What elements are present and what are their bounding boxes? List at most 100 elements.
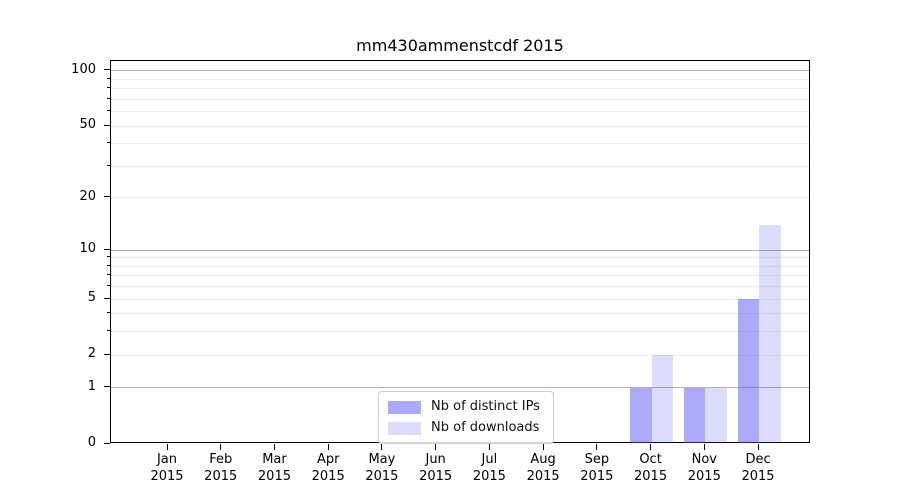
x-tick-sep <box>596 444 598 450</box>
y-minor-tick-60 <box>107 110 110 112</box>
x-tick-label-feb: Feb 2015 <box>189 451 253 485</box>
y-tick-20 <box>104 196 110 198</box>
gridline-30 <box>111 165 809 167</box>
y-tick-label-10: 10 <box>79 241 96 257</box>
legend-entry-distinct-ips: Nb of distinct IPs <box>388 399 543 415</box>
y-axis: 0 1 2 5 10 20 50 100 <box>0 60 110 450</box>
y-minor-tick-9 <box>107 256 110 258</box>
x-tick-label-apr: Apr 2015 <box>296 451 360 485</box>
y-tick-label-20: 20 <box>79 188 96 204</box>
x-tick-label-sep: Sep 2015 <box>565 451 629 485</box>
y-tick-5 <box>104 297 110 299</box>
x-label-year: 2015 <box>634 469 668 484</box>
gridline-40 <box>111 143 809 145</box>
gridline-9 <box>111 257 809 259</box>
x-tick-jan <box>166 444 168 450</box>
x-tick-jun <box>435 444 437 450</box>
x-tick-label-mar: Mar 2015 <box>242 451 306 485</box>
x-label-month: Jul <box>481 452 498 467</box>
x-tick-label-nov: Nov 2015 <box>672 451 736 485</box>
x-label-year: 2015 <box>365 469 399 484</box>
gridline-1 <box>111 387 809 389</box>
gridline-20 <box>111 197 809 199</box>
y-minor-tick-8 <box>107 264 110 266</box>
gridline-7 <box>111 275 809 277</box>
gridline-50 <box>111 125 809 127</box>
gridline-3 <box>111 331 809 333</box>
bar-dec-series0 <box>737 299 760 443</box>
legend-entry-downloads: Nb of downloads <box>388 420 543 436</box>
x-tick-label-jun: Jun 2015 <box>404 451 468 485</box>
y-tick-50 <box>104 124 110 126</box>
x-label-year: 2015 <box>150 469 184 484</box>
y-minor-tick-4 <box>107 312 110 314</box>
x-label-month: Aug <box>530 452 556 467</box>
gridline-70 <box>111 98 809 100</box>
bar-oct-series1 <box>651 355 674 443</box>
gridline-80 <box>111 88 809 90</box>
y-minor-tick-3 <box>107 330 110 332</box>
x-label-month: Nov <box>691 452 717 467</box>
x-tick-oct <box>650 444 652 450</box>
y-tick-label-2: 2 <box>87 346 96 362</box>
gridline-2 <box>111 354 809 356</box>
x-tick-label-jan: Jan 2015 <box>135 451 199 485</box>
y-tick-label-50: 50 <box>79 117 96 133</box>
y-minor-tick-40 <box>107 142 110 144</box>
gridline-60 <box>111 111 809 113</box>
x-tick-jul <box>488 444 490 450</box>
y-minor-tick-30 <box>107 164 110 166</box>
x-label-year: 2015 <box>257 469 291 484</box>
x-axis: Jan 2015 Feb 2015 Mar 2015 Apr 2015 May 2015 Jun 20… <box>110 443 810 498</box>
gridline-8 <box>111 265 809 267</box>
legend: Nb of distinct IPs Nb of downloads <box>378 391 554 444</box>
x-label-year: 2015 <box>687 469 721 484</box>
legend-swatch-distinct-ips <box>388 400 421 414</box>
x-tick-aug <box>542 444 544 450</box>
x-tick-label-oct: Oct 2015 <box>619 451 683 485</box>
x-tick-feb <box>220 444 222 450</box>
x-label-month: Oct <box>639 452 662 467</box>
x-label-month: Jun <box>425 452 446 467</box>
gridline-4 <box>111 313 809 315</box>
y-tick-10 <box>104 248 110 250</box>
x-tick-label-may: May 2015 <box>350 451 414 485</box>
y-tick-100 <box>104 69 110 71</box>
bar-nov-series1 <box>705 387 727 443</box>
x-tick-may <box>381 444 383 450</box>
y-tick-0 <box>104 442 110 444</box>
y-minor-tick-70 <box>107 97 110 99</box>
gridline-100 <box>111 70 809 72</box>
x-label-year: 2015 <box>741 469 775 484</box>
y-tick-label-0: 0 <box>87 435 96 450</box>
x-label-month: Dec <box>745 452 771 467</box>
x-label-month: Apr <box>316 452 340 467</box>
x-label-year: 2015 <box>472 469 506 484</box>
chart-title: mm430ammenstcdf 2015 <box>356 36 564 55</box>
y-tick-label-100: 100 <box>71 61 96 77</box>
x-label-month: May <box>368 452 396 467</box>
y-tick-label-5: 5 <box>87 290 96 306</box>
x-tick-label-aug: Aug 2015 <box>511 451 575 485</box>
bar-dec-series1 <box>759 225 781 443</box>
y-minor-tick-90 <box>107 77 110 79</box>
bar-nov-series0 <box>683 387 706 443</box>
y-tick-label-1: 1 <box>87 378 96 394</box>
x-tick-dec <box>757 444 759 450</box>
plot-area: Nb of distinct IPs Nb of downloads <box>110 60 810 444</box>
gridline-6 <box>111 286 809 288</box>
legend-label-distinct-ips: Nb of distinct IPs <box>431 399 540 414</box>
x-label-year: 2015 <box>580 469 614 484</box>
x-label-year: 2015 <box>204 469 238 484</box>
y-minor-tick-80 <box>107 87 110 89</box>
x-label-year: 2015 <box>419 469 453 484</box>
gridline-90 <box>111 78 809 80</box>
bar-oct-series0 <box>630 387 652 443</box>
x-label-month: Feb <box>209 452 233 467</box>
x-label-year: 2015 <box>311 469 345 484</box>
x-label-year: 2015 <box>526 469 560 484</box>
y-minor-tick-7 <box>107 274 110 276</box>
legend-swatch-downloads <box>388 421 421 435</box>
gridline-10 <box>111 249 809 251</box>
